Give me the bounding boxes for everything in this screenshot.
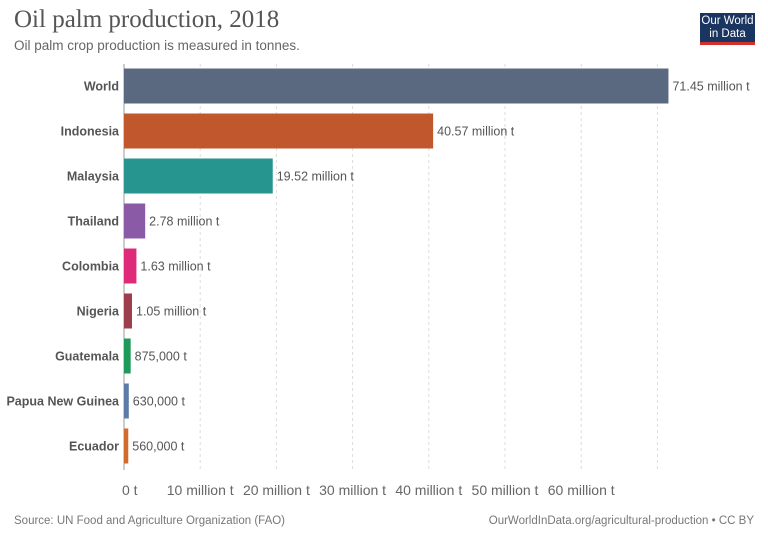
chart-subtitle: Oil palm crop production is measured in … (14, 38, 300, 53)
category-label: Indonesia (61, 125, 120, 139)
value-label: 2.78 million t (149, 215, 220, 229)
x-tick-label: 20 million t (243, 482, 310, 498)
chart-title: Oil palm production, 2018 (14, 6, 280, 33)
bar-guatemala (124, 338, 131, 374)
category-label: Malaysia (67, 170, 120, 184)
bar-papua-new-guinea (124, 383, 129, 419)
bar-colombia (124, 248, 137, 284)
value-label: 630,000 t (133, 395, 186, 409)
value-label: 71.45 million t (672, 80, 750, 94)
category-label: Papua New Guinea (6, 395, 120, 409)
bar-malaysia (124, 158, 273, 194)
source-note: Source: UN Food and Agriculture Organiza… (14, 515, 286, 527)
category-label: Thailand (68, 215, 119, 229)
category-label: Nigeria (77, 305, 120, 319)
bar-indonesia (124, 113, 434, 149)
category-label: Ecuador (69, 440, 119, 454)
bar-ecuador (124, 428, 129, 464)
bar-nigeria (124, 293, 133, 329)
value-label: 1.05 million t (136, 305, 207, 319)
value-label: 19.52 million t (277, 170, 355, 184)
category-label: Colombia (62, 260, 120, 274)
x-tick-label: 10 million t (167, 482, 234, 498)
x-tick-label: 60 million t (548, 482, 615, 498)
value-label: 1.63 million t (140, 260, 211, 274)
category-label: Guatemala (55, 350, 120, 364)
bar-thailand (124, 203, 146, 239)
owid-logo[interactable]: Our World in Data (700, 13, 755, 45)
x-tick-label: 30 million t (319, 482, 386, 498)
value-label: 40.57 million t (437, 125, 515, 139)
x-tick-label: 0 t (122, 482, 138, 498)
value-label: 560,000 t (132, 440, 185, 454)
x-tick-label: 50 million t (472, 482, 539, 498)
category-label: World (84, 80, 119, 94)
bar-world (124, 68, 669, 104)
x-tick-label: 40 million t (395, 482, 462, 498)
value-label: 875,000 t (135, 350, 188, 364)
credit-link[interactable]: OurWorldInData.org/agricultural-producti… (488, 515, 754, 527)
